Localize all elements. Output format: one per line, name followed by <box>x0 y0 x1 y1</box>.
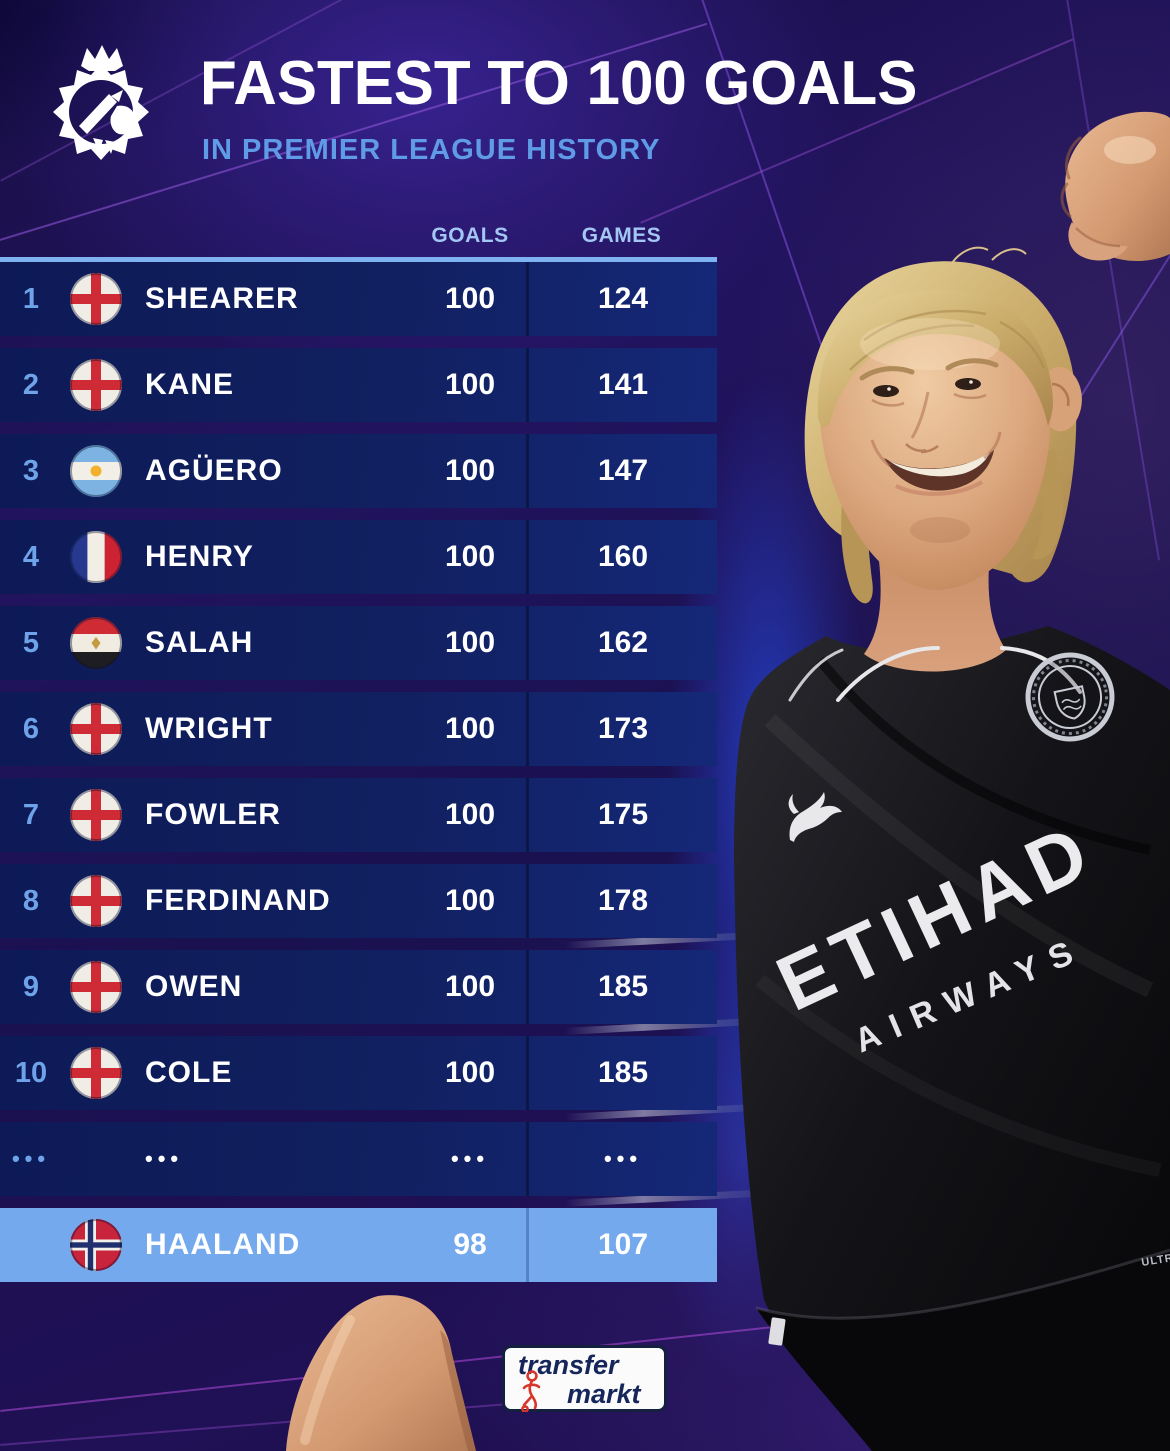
rank-cell: 10 <box>14 1056 48 1089</box>
table-row: 10 COLE 100 185 <box>0 1036 717 1110</box>
games-value: 178 <box>526 864 717 938</box>
goals-value: 100 <box>444 712 496 745</box>
haaland-head <box>804 246 1082 604</box>
transfermarkt-player-icon <box>521 1370 541 1412</box>
rank-cell: 8 <box>22 884 40 917</box>
bg-diagonal-line <box>1063 0 1161 561</box>
games-value: 124 <box>526 262 717 336</box>
england-flag-icon <box>70 875 122 927</box>
player-name: AGÜERO <box>145 454 283 487</box>
player-name: SALAH <box>145 626 254 659</box>
player-name: FOWLER <box>145 798 281 831</box>
argentina-flag-icon <box>70 445 122 497</box>
games-value: 147 <box>526 434 717 508</box>
jersey-sponsor-line1: ETIHAD <box>764 805 1108 1028</box>
column-header-games: GAMES <box>581 224 662 247</box>
puma-logo <box>788 792 842 842</box>
goals-value: 98 <box>453 1228 487 1261</box>
player-name: KANE <box>145 368 235 401</box>
bg-diagonal-line <box>1060 1249 1170 1307</box>
rank-cell: ••• <box>11 1146 51 1171</box>
table-top-accent-strip <box>0 257 717 262</box>
haaland-fist <box>1060 111 1170 262</box>
goals-value: 100 <box>444 798 496 831</box>
games-value: ••• <box>526 1122 717 1196</box>
goals-value: ••• <box>450 1146 490 1171</box>
player-name: SHEARER <box>145 282 299 315</box>
table-row: 8 FERDINAND 100 178 <box>0 864 717 938</box>
player-name: OWEN <box>145 970 243 1003</box>
jersey-sponsor: ETIHAD <box>764 805 1108 1028</box>
goals-value: 100 <box>444 970 496 1003</box>
rank-cell: 1 <box>22 282 40 315</box>
games-value: 175 <box>526 778 717 852</box>
games-value: 185 <box>526 950 717 1024</box>
jersey-tag-text: ULTR <box>1141 1252 1170 1269</box>
rank-cell: 3 <box>22 454 40 487</box>
page-title: FASTEST TO 100 GOALS <box>200 49 918 118</box>
haaland-lower-arm <box>286 1295 476 1451</box>
bg-diagonal-line <box>925 226 1170 642</box>
table-row: 3 AGÜERO 100 147 <box>0 434 717 508</box>
games-value: 185 <box>526 1036 717 1110</box>
page-subtitle: IN PREMIER LEAGUE HISTORY <box>202 134 661 166</box>
table-row: 7 FOWLER 100 175 <box>0 778 717 852</box>
table-row-ellipsis: ••• ••• ••• ••• <box>0 1122 717 1196</box>
player-name: HENRY <box>145 540 254 573</box>
player-name: WRIGHT <box>145 712 273 745</box>
games-value: 107 <box>526 1208 717 1282</box>
games-value: 162 <box>526 606 717 680</box>
goals-value: 100 <box>444 1056 496 1089</box>
norway-flag-icon <box>70 1219 122 1271</box>
egypt-flag-icon <box>70 617 122 669</box>
club-badge <box>1025 652 1115 742</box>
table-row-highlight-haaland: HAALAND 98 107 <box>0 1208 717 1282</box>
table-row: 4 HENRY 100 160 <box>0 520 717 594</box>
rank-cell: 9 <box>22 970 40 1003</box>
england-flag-icon <box>70 359 122 411</box>
england-flag-icon <box>70 1047 122 1099</box>
goals-value: 100 <box>444 540 496 573</box>
england-flag-icon <box>70 961 122 1013</box>
haaland-neck <box>864 552 1006 672</box>
player-name: ••• <box>145 1146 184 1171</box>
column-header-goals: GOALS <box>431 224 509 247</box>
transfermarkt-logo: transfer markt <box>502 1345 667 1412</box>
jersey-collar <box>788 646 1082 702</box>
goals-value: 100 <box>444 884 496 917</box>
table-row: 6 WRIGHT 100 173 <box>0 692 717 766</box>
france-flag-icon <box>70 531 122 583</box>
goals-value: 100 <box>444 282 496 315</box>
transfermarkt-wordmark-top: transfer <box>518 1350 619 1380</box>
goals-value: 100 <box>444 454 496 487</box>
player-name: HAALAND <box>145 1228 301 1261</box>
jersey-hem-tag <box>768 1317 786 1346</box>
rank-cell: 4 <box>22 540 40 573</box>
premier-league-lion-icon <box>53 45 149 160</box>
haaland-torso: ULTR <box>734 626 1170 1451</box>
table-row: 9 OWEN 100 185 <box>0 950 717 1024</box>
table-row: 1 SHEARER 100 124 <box>0 262 717 336</box>
player-name: COLE <box>145 1056 233 1089</box>
jersey-sponsor-line2: AIRWAYS <box>849 929 1090 1060</box>
rank-cell: 5 <box>22 626 40 659</box>
england-flag-icon <box>70 789 122 841</box>
goals-value: 100 <box>444 368 496 401</box>
england-flag-icon <box>70 273 122 325</box>
player-name: FERDINAND <box>145 884 331 917</box>
table-row: 5 SALAH 100 162 <box>0 606 717 680</box>
table-row: 2 KANE 100 141 <box>0 348 717 422</box>
games-value: 160 <box>526 520 717 594</box>
rank-cell: 6 <box>22 712 40 745</box>
rank-cell: 2 <box>22 368 40 401</box>
rank-cell: 7 <box>22 798 40 831</box>
england-flag-icon <box>70 703 122 755</box>
transfermarkt-wordmark-bottom: markt <box>567 1379 641 1409</box>
games-value: 141 <box>526 348 717 422</box>
goals-value: 100 <box>444 626 496 659</box>
games-value: 173 <box>526 692 717 766</box>
